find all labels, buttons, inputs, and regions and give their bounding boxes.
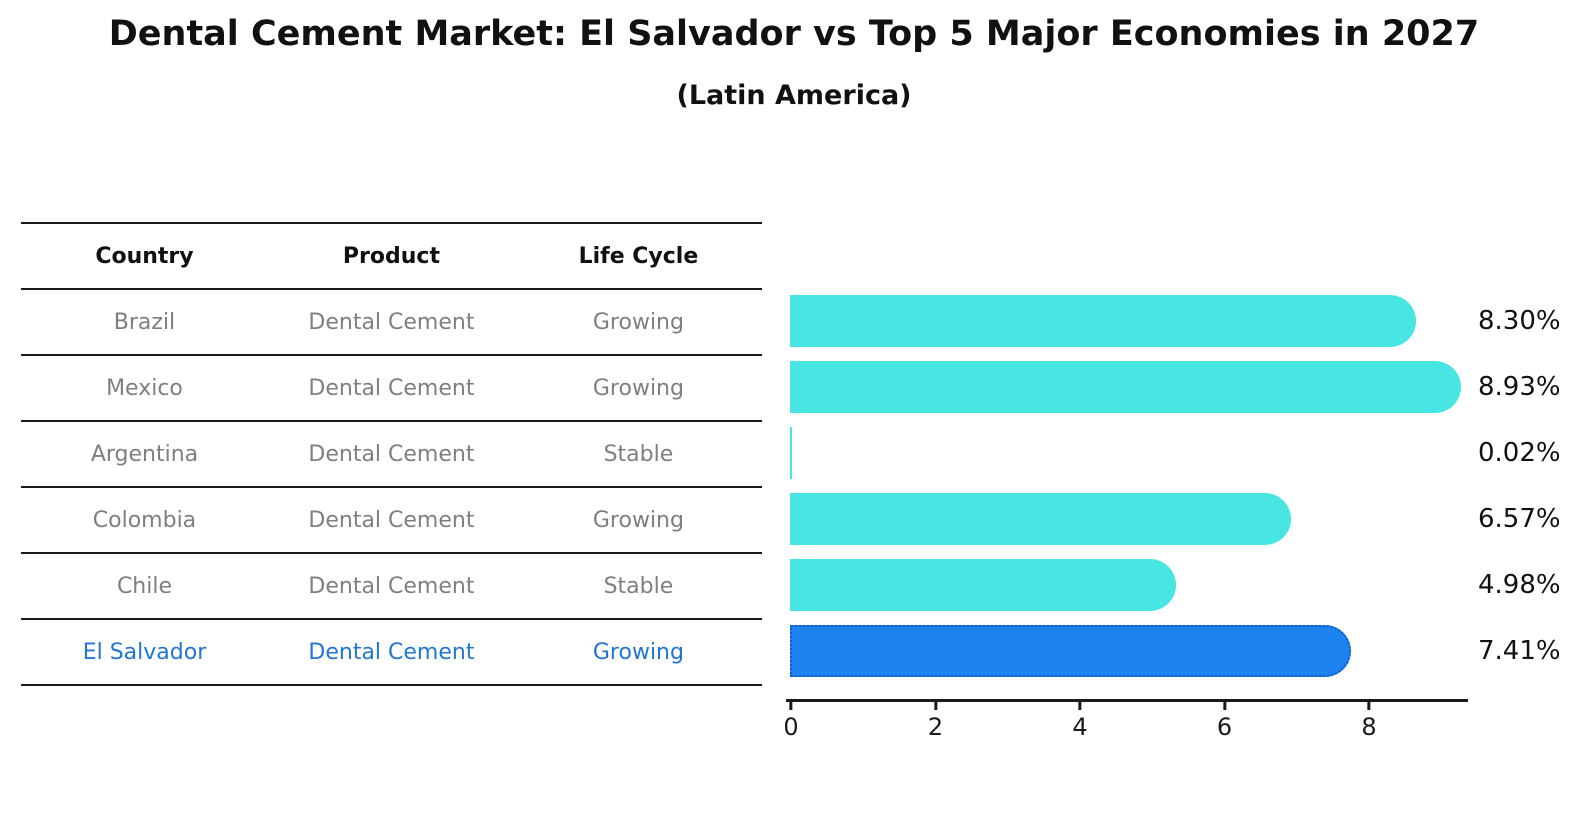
- tick-mark: [1367, 701, 1371, 710]
- table-row-highlight-el-salvador: El Salvador Dental Cement Growing: [21, 618, 762, 684]
- cell-life-cycle: Growing: [592, 639, 684, 665]
- value-label-chile: 4.98%: [1478, 570, 1561, 600]
- cell-life-cycle: Growing: [592, 309, 684, 335]
- cell-product: Dental Cement: [308, 639, 475, 665]
- tick-mark: [1223, 701, 1226, 710]
- cell-country: Colombia: [92, 507, 197, 533]
- cell-life-cycle: Stable: [603, 573, 674, 599]
- table-row: Chile Dental Cement Stable: [21, 552, 762, 618]
- table-header-row: Country Product Life Cycle: [21, 222, 762, 288]
- tick-label: 6: [1216, 713, 1233, 741]
- value-label-mexico: 8.93%: [1478, 372, 1561, 402]
- cell-product: Dental Cement: [308, 573, 475, 599]
- bar-brazil: [790, 295, 1416, 347]
- bar-chile: [790, 559, 1176, 611]
- cell-life-cycle: Stable: [603, 441, 674, 467]
- value-label-colombia: 6.57%: [1478, 504, 1561, 534]
- tick-label: 4: [1072, 713, 1088, 741]
- tick-mark: [789, 701, 793, 710]
- table-row: Colombia Dental Cement Growing: [21, 486, 762, 552]
- x-axis-tick: 0: [783, 701, 799, 741]
- x-axis-tick: 8: [1361, 701, 1377, 741]
- cell-country: Chile: [116, 573, 173, 599]
- tick-label: 2: [927, 713, 944, 741]
- bar-argentina: [790, 427, 792, 479]
- bar-mexico: [790, 361, 1462, 413]
- value-label-el-salvador: 7.41%: [1478, 636, 1561, 666]
- value-label-argentina: 0.02%: [1478, 438, 1561, 468]
- country-table: Country Product Life Cycle Brazil Dental…: [21, 222, 762, 686]
- tick-label: 8: [1361, 713, 1377, 741]
- x-axis-tick: 6: [1217, 701, 1232, 741]
- cell-product: Dental Cement: [308, 507, 475, 533]
- page-subtitle: (Latin America): [676, 80, 912, 111]
- x-axis-tick: 4: [1072, 701, 1088, 741]
- cell-life-cycle: Growing: [592, 375, 684, 401]
- cell-country: Brazil: [113, 309, 176, 335]
- cell-country: El Salvador: [82, 639, 207, 665]
- tick-label: 0: [783, 713, 799, 741]
- value-label-brazil: 8.30%: [1478, 306, 1561, 336]
- cell-country: Mexico: [106, 375, 183, 401]
- cell-product: Dental Cement: [308, 375, 475, 401]
- column-header-life-cycle: Life Cycle: [578, 243, 699, 269]
- cell-country: Argentina: [90, 441, 199, 467]
- x-axis-tick: 2: [928, 701, 943, 741]
- tick-mark: [934, 701, 937, 710]
- cell-product: Dental Cement: [308, 441, 475, 467]
- table-row: Mexico Dental Cement Growing: [21, 354, 762, 420]
- table-row: Argentina Dental Cement Stable: [21, 420, 762, 486]
- table-row: Brazil Dental Cement Growing: [21, 288, 762, 354]
- tick-mark: [1078, 701, 1082, 710]
- bar-colombia: [790, 493, 1291, 545]
- cell-life-cycle: Growing: [592, 507, 684, 533]
- bar-el-salvador: [790, 625, 1352, 677]
- column-header-product: Product: [342, 243, 440, 269]
- page-title: Dental Cement Market: El Salvador vs Top…: [108, 14, 1480, 54]
- cell-product: Dental Cement: [308, 309, 475, 335]
- column-header-country: Country: [95, 243, 194, 269]
- x-axis-line: [786, 699, 1468, 702]
